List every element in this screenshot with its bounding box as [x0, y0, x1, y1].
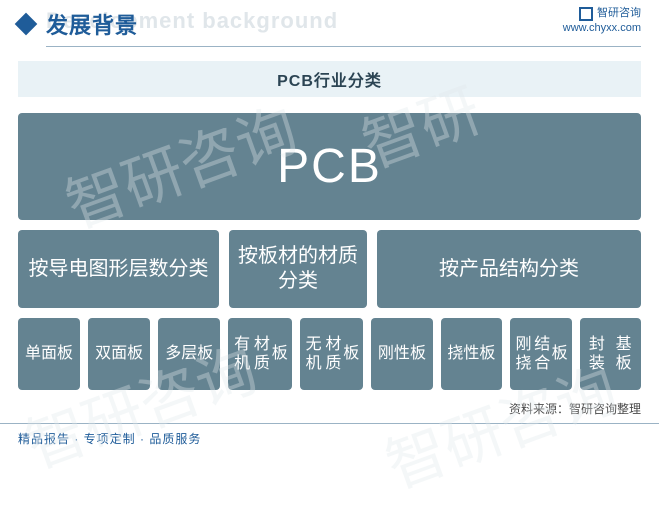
brand-name: 智研咨询	[597, 6, 641, 21]
brand-block: 智研咨询 www.chyxx.com	[563, 6, 641, 37]
diagram: PCB 按导电图形层数分类按板材的材质分类按产品结构分类单面板双面板多层板有机材质…	[18, 113, 641, 390]
tree-category-row: 按导电图形层数分类按板材的材质分类按产品结构分类	[18, 230, 641, 308]
tree-leaf: 有机材质板	[228, 318, 291, 390]
page-title: 发展背景	[46, 8, 138, 40]
tree-category: 按产品结构分类	[377, 230, 641, 308]
source-text: 资料来源：智研咨询整理	[18, 400, 641, 417]
tree-category: 按板材的材质分类	[229, 230, 367, 308]
subtitle-bar: PCB行业分类	[18, 61, 641, 97]
tree-category: 按导电图形层数分类	[18, 230, 219, 308]
tree-leaf: 刚挠结合板	[510, 318, 571, 390]
header: Development background 发展背景 智研咨询 www.chy…	[0, 0, 659, 46]
tree-leaf: 封装基板	[580, 318, 641, 390]
diamond-bullet-icon	[15, 13, 38, 36]
tree-leaf: 刚性板	[371, 318, 432, 390]
brand-logo-icon	[579, 7, 593, 21]
header-rule	[46, 46, 641, 47]
tree-leaf: 双面板	[88, 318, 150, 390]
brand-url: www.chyxx.com	[563, 21, 641, 36]
tree-leaf: 挠性板	[441, 318, 502, 390]
footer-text: 精品报告 · 专项定制 · 品质服务	[0, 423, 659, 447]
tree-leaf-group: 刚性板挠性板刚挠结合板封装基板	[371, 318, 641, 390]
tree-leaf: 多层板	[158, 318, 220, 390]
tree-leaf: 单面板	[18, 318, 80, 390]
tree-leaf-group: 单面板双面板多层板	[18, 318, 220, 390]
tree-leaf-row: 单面板双面板多层板有机材质板无机材质板刚性板挠性板刚挠结合板封装基板	[18, 318, 641, 390]
tree-leaf: 无机材质板	[300, 318, 363, 390]
tree-leaf-group: 有机材质板无机材质板	[228, 318, 363, 390]
tree-root: PCB	[18, 113, 641, 220]
